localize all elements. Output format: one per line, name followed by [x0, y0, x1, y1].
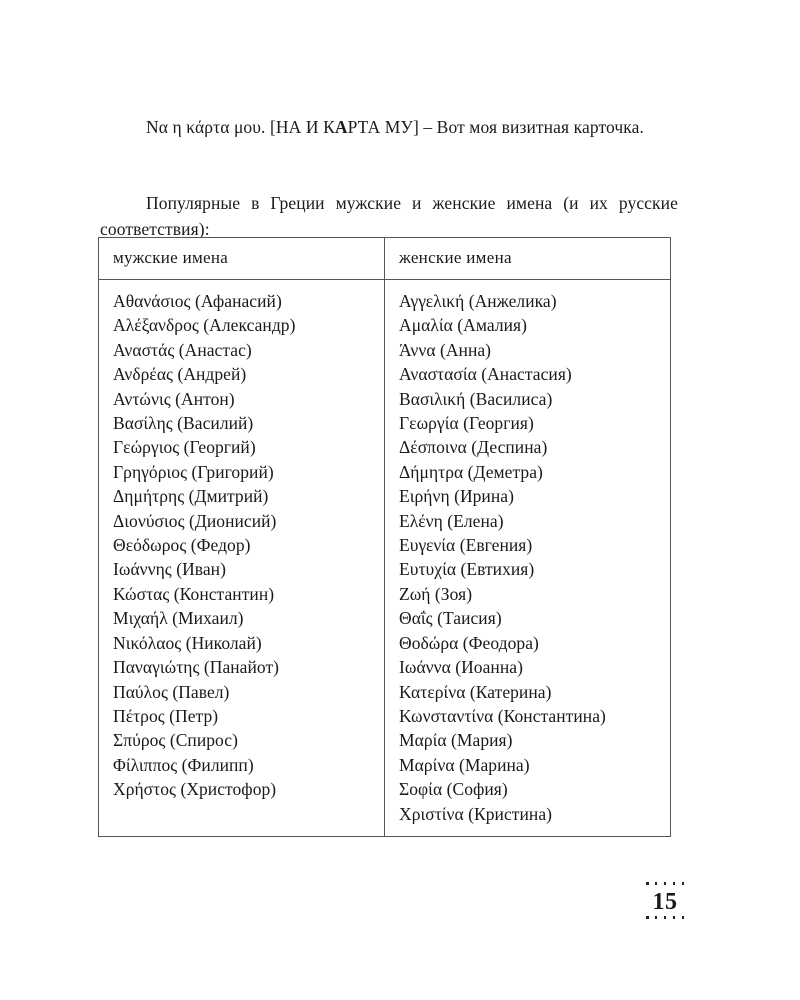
- page-number: 15: [652, 889, 678, 915]
- folio-dot: [681, 916, 684, 919]
- folio-dot: [654, 916, 658, 919]
- female-name-list: Αγγελική (Анжелика) Αμαλία (Амалия) Άννα (…: [399, 289, 662, 826]
- folio-dot: [672, 916, 676, 919]
- table-row: Αθανάσιος (Афанасий) Αλέξανδρος (Александ…: [98, 279, 671, 837]
- list-item: Φίλιππος (Филипп): [113, 754, 254, 775]
- column-header-female: женские имена: [384, 237, 671, 280]
- list-item: Βασίλης (Василий): [113, 413, 254, 434]
- list-item: Θεόδωρος (Федор): [113, 535, 251, 556]
- paragraph-1-pre: Να η κάρτα μου. [НА И К: [146, 116, 335, 137]
- folio-dot: [663, 882, 667, 885]
- greek-names-table: мужские имена женские имена Αθανάσιος (А…: [98, 237, 671, 837]
- list-item: Ευγενία (Евгения): [399, 535, 533, 556]
- folio-dot: [654, 882, 658, 885]
- list-item: Θαΐς (Таисия): [399, 608, 502, 629]
- list-item: Αναστασία (Анастасия): [399, 364, 572, 385]
- folio-dot: [681, 882, 684, 885]
- list-item: Δήμητρα (Деметра): [399, 461, 543, 482]
- cell-male-names: Αθανάσιος (Афанасий) Αλέξανδρος (Александ…: [98, 279, 385, 837]
- list-item: Γεώργιος (Георгий): [113, 437, 256, 458]
- list-item: Γρηγόριος (Григорий): [113, 461, 274, 482]
- list-item: Παναγιώτης (Панайот): [113, 657, 280, 678]
- list-item: Μαρίνα (Марина): [399, 754, 530, 775]
- list-item: Ειρήνη (Ирина): [399, 486, 514, 507]
- paragraph-1-stressed-letter: А: [334, 116, 348, 137]
- male-name-list: Αθανάσιος (Афанасий) Αλέξανδρος (Александ…: [113, 289, 376, 802]
- paragraph-example-sentence: Να η κάρτα μου. [НА И КАРТА МУ] – Вот мо…: [100, 114, 678, 140]
- list-item: Αντώνις (Антон): [113, 388, 235, 409]
- list-item: Αμαλία (Амалия): [399, 315, 527, 336]
- list-item: Άννα (Анна): [399, 339, 492, 360]
- table-header-row: мужские имена женские имена: [98, 237, 671, 280]
- paragraph-table-intro: Популярные в Греции мужские и женские им…: [100, 192, 678, 239]
- paragraph-1-post: РТА МУ] – Вот моя визитная карточка.: [347, 116, 644, 137]
- cell-female-names: Αγγελική (Анжелика) Αμαλία (Амалия) Άννα (…: [384, 279, 671, 837]
- folio-dot: [672, 882, 676, 885]
- folio-dot: [646, 882, 649, 885]
- list-item: Θοδώρα (Феодора): [399, 632, 539, 653]
- list-item: Δέσποινα (Деспина): [399, 437, 548, 458]
- list-item: Μαρία (Мария): [399, 730, 513, 751]
- list-item: Αγγελική (Анжелика): [399, 291, 557, 311]
- list-item: Ανδρέας (Андрей): [113, 364, 247, 385]
- list-item: Γεωργία (Георгия): [399, 413, 534, 434]
- list-item: Αθανάσιος (Афанасий): [113, 291, 282, 311]
- list-item: Ελένη (Елена): [399, 510, 504, 531]
- list-item: Ιωάννα (Иоанна): [399, 657, 523, 678]
- folio-dot: [646, 916, 649, 919]
- list-item: Σοφία (София): [399, 779, 508, 800]
- page-folio: 15: [636, 882, 694, 923]
- column-header-male: мужские имена: [98, 237, 385, 280]
- list-item: Διονύσιος (Дионисий): [113, 510, 277, 531]
- list-item: Πέτρος (Петр): [113, 705, 219, 726]
- list-item: Ιωάννης (Иван): [113, 559, 226, 580]
- list-item: Νικόλαος (Николай): [113, 632, 262, 653]
- list-item: Χριστίνα (Кристина): [399, 803, 553, 824]
- list-item: Κατερίνα (Катерина): [399, 681, 552, 702]
- list-item: Σπύρος (Спирос): [113, 730, 238, 751]
- list-item: Παύλος (Павел): [113, 681, 230, 702]
- list-item: Αλέξανδρος (Александр): [113, 315, 296, 336]
- list-item: Ζωή (Зоя): [399, 583, 473, 604]
- list-item: Βασιλική (Василиса): [399, 388, 553, 409]
- list-item: Κωνσταντίνα (Константина): [399, 705, 606, 726]
- list-item: Κώστας (Константин): [113, 583, 275, 604]
- folio-dots-top: [636, 882, 694, 889]
- list-item: Δημήτρης (Дмитрий): [113, 486, 269, 507]
- list-item: Μιχαήλ (Михаил): [113, 608, 244, 629]
- list-item: Χρήστος (Христофор): [113, 779, 277, 800]
- folio-dots-bottom: [636, 916, 694, 923]
- list-item: Ευτυχία (Евтихия): [399, 559, 535, 580]
- folio-dot: [663, 916, 667, 919]
- list-item: Αναστάς (Анастас): [113, 339, 252, 360]
